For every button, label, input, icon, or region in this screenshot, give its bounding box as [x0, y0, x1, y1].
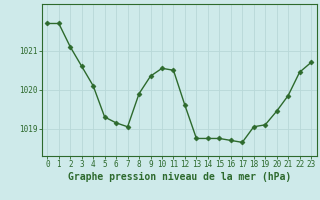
X-axis label: Graphe pression niveau de la mer (hPa): Graphe pression niveau de la mer (hPa) [68, 172, 291, 182]
